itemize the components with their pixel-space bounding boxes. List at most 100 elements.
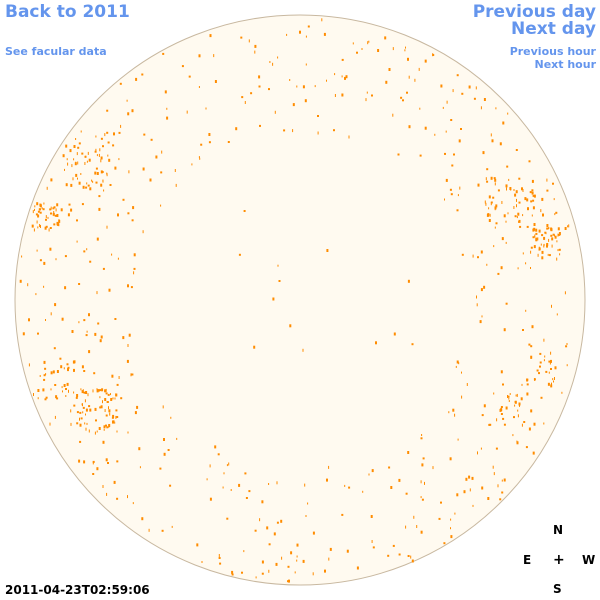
- magnetic-feature-dot: [35, 213, 38, 216]
- magnetic-feature-dot: [142, 230, 144, 234]
- magnetic-feature-dot: [50, 312, 52, 316]
- magnetic-feature-dot: [531, 179, 534, 183]
- magnetic-feature-dot: [115, 393, 117, 397]
- magnetic-feature-dot: [248, 39, 250, 43]
- magnetic-feature-dot: [85, 334, 88, 337]
- magnetic-feature-dot: [86, 160, 88, 163]
- back-to-year-link[interactable]: Back to 2011: [5, 2, 130, 22]
- magnetic-feature-dot: [317, 115, 319, 117]
- magnetic-feature-dot: [390, 486, 393, 489]
- magnetic-feature-dot: [490, 202, 492, 206]
- magnetic-feature-dot: [78, 321, 80, 324]
- magnetic-feature-dot: [78, 142, 81, 145]
- magnetic-feature-dot: [532, 236, 535, 239]
- magnetic-feature-dot: [485, 177, 487, 181]
- magnetic-feature-dot: [302, 348, 304, 352]
- magnetic-feature-dot: [541, 250, 544, 254]
- magnetic-feature-dot: [73, 391, 75, 394]
- magnetic-feature-dot: [238, 483, 241, 487]
- magnetic-feature-dot: [65, 183, 68, 187]
- magnetic-feature-dot: [73, 145, 76, 148]
- magnetic-feature-dot: [494, 182, 496, 186]
- next-day-link[interactable]: Next day: [511, 19, 596, 39]
- magnetic-feature-dot: [86, 422, 88, 425]
- magnetic-feature-dot: [100, 159, 102, 163]
- magnetic-feature-dot: [95, 181, 98, 184]
- magnetic-feature-dot: [82, 406, 85, 409]
- magnetic-feature-dot: [261, 572, 264, 575]
- magnetic-feature-dot: [244, 101, 246, 104]
- magnetic-feature-dot: [488, 207, 490, 210]
- magnetic-feature-dot: [74, 162, 77, 166]
- magnetic-feature-dot: [96, 154, 98, 157]
- magnetic-feature-dot: [134, 411, 137, 415]
- magnetic-feature-dot: [289, 79, 291, 81]
- magnetic-feature-dot: [302, 85, 305, 89]
- magnetic-feature-dot: [501, 479, 503, 482]
- magnetic-feature-dot: [547, 253, 549, 256]
- previous-hour-link[interactable]: Previous hour: [509, 45, 596, 58]
- magnetic-feature-dot: [96, 388, 98, 391]
- magnetic-feature-dot: [208, 133, 211, 136]
- magnetic-feature-dot: [214, 80, 217, 83]
- magnetic-feature-dot: [500, 266, 503, 270]
- magnetic-feature-dot: [454, 413, 456, 417]
- magnetic-feature-dot: [550, 359, 552, 363]
- magnetic-feature-dot: [520, 397, 523, 401]
- magnetic-feature-dot: [493, 177, 496, 180]
- magnetic-feature-dot: [550, 351, 552, 355]
- magnetic-feature-dot: [76, 240, 78, 243]
- magnetic-feature-dot: [371, 469, 374, 473]
- previous-day-link[interactable]: Previous day: [472, 2, 596, 22]
- magnetic-feature-dot: [73, 368, 75, 372]
- magnetic-feature-dot: [93, 372, 96, 375]
- magnetic-feature-dot: [48, 228, 50, 232]
- magnetic-feature-dot: [506, 165, 509, 168]
- magnetic-feature-dot: [108, 406, 109, 410]
- magnetic-feature-dot: [277, 264, 279, 267]
- magnetic-feature-dot: [432, 466, 434, 470]
- magnetic-feature-dot: [547, 382, 550, 386]
- next-hour-link[interactable]: Next hour: [534, 58, 597, 71]
- magnetic-feature-dot: [86, 248, 88, 251]
- magnetic-feature-dot: [274, 110, 276, 114]
- magnetic-feature-dot: [91, 179, 93, 182]
- magnetic-feature-dot: [407, 57, 409, 61]
- magnetic-feature-dot: [117, 213, 119, 217]
- magnetic-feature-dot: [118, 376, 120, 379]
- magnetic-feature-dot: [543, 359, 545, 362]
- magnetic-feature-dot: [81, 365, 84, 369]
- magnetic-feature-dot: [515, 394, 517, 397]
- magnetic-feature-dot: [150, 138, 153, 141]
- magnetic-feature-dot: [240, 36, 243, 39]
- magnetic-feature-dot: [98, 195, 101, 198]
- magnetic-feature-dot: [287, 565, 290, 568]
- magnetic-feature-dot: [532, 451, 535, 455]
- magnetic-feature-dot: [258, 85, 261, 88]
- magnetic-feature-dot: [60, 365, 63, 369]
- magnetic-feature-dot: [100, 335, 103, 339]
- magnetic-feature-dot: [87, 393, 89, 397]
- magnetic-feature-dot: [98, 427, 101, 430]
- magnetic-feature-dot: [130, 286, 133, 289]
- magnetic-feature-dot: [107, 141, 110, 144]
- magnetic-feature-dot: [244, 472, 247, 475]
- magnetic-feature-dot: [514, 400, 517, 403]
- magnetic-feature-dot: [497, 189, 500, 192]
- magnetic-feature-dot: [530, 200, 533, 203]
- magnetic-feature-dot: [483, 404, 486, 408]
- magnetic-feature-dot: [254, 50, 256, 54]
- magnetic-feature-dot: [495, 222, 498, 225]
- magnetic-feature-dot: [472, 504, 474, 507]
- magnetic-feature-dot: [94, 407, 97, 411]
- magnetic-feature-dot: [392, 544, 395, 547]
- see-facular-data-link[interactable]: See facular data: [5, 45, 107, 58]
- magnetic-feature-dot: [43, 202, 45, 205]
- magnetic-feature-dot: [348, 135, 350, 139]
- magnetic-feature-dot: [83, 460, 86, 464]
- magnetic-feature-dot: [45, 396, 48, 399]
- magnetic-feature-dot: [505, 241, 507, 244]
- magnetic-feature-dot: [250, 92, 253, 95]
- magnetic-feature-dot: [556, 240, 558, 243]
- magnetic-feature-dot: [561, 391, 563, 394]
